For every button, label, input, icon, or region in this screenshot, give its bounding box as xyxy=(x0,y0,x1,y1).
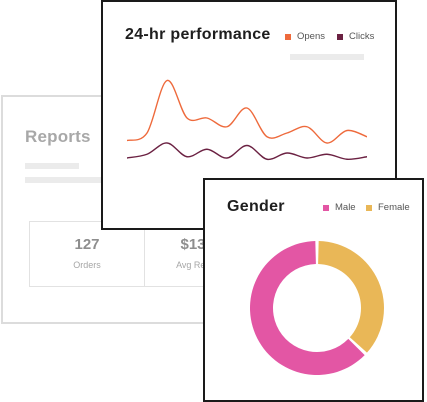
legend-opens: Opens xyxy=(285,31,325,42)
donut-slice-male xyxy=(250,241,365,375)
placeholder-line xyxy=(25,163,79,169)
legend-clicks: Clicks xyxy=(337,31,374,42)
series-line-clicks xyxy=(127,142,367,161)
legend-clicks-label: Clicks xyxy=(349,31,375,42)
legend-male-label: Male xyxy=(335,202,356,213)
stat-orders: 127 Orders xyxy=(30,236,144,270)
reports-title: Reports xyxy=(25,127,91,146)
placeholder-line xyxy=(290,54,364,60)
legend-female-label: Female xyxy=(378,202,410,213)
performance-title: 24-hr performance xyxy=(125,26,271,43)
gender-donut-chart xyxy=(250,241,384,375)
donut-slice-female xyxy=(318,241,384,353)
legend-opens-label: Opens xyxy=(297,31,325,42)
series-line-opens xyxy=(127,79,367,144)
legend-female-swatch xyxy=(366,204,372,211)
legend-male-swatch xyxy=(323,204,329,211)
gender-title: Gender xyxy=(227,198,285,215)
legend-male: Male xyxy=(323,202,356,213)
stat-orders-value: 127 xyxy=(74,236,100,253)
legend-female: Female xyxy=(366,202,410,213)
stat-avg-rev: $13 Avg Rev xyxy=(136,236,250,270)
legend-opens-swatch xyxy=(285,33,291,40)
gender-card: Gender Male Female xyxy=(203,178,424,402)
stat-divider xyxy=(144,222,145,286)
stat-avg-rev-value: $13 xyxy=(180,236,206,253)
stats-box: 127 Orders $13 Avg Rev xyxy=(29,221,229,287)
performance-line-chart xyxy=(127,79,367,161)
stat-orders-label: Orders xyxy=(73,260,101,270)
placeholder-line xyxy=(25,177,115,183)
stat-avg-rev-label: Avg Rev xyxy=(176,260,210,270)
legend-clicks-swatch xyxy=(337,33,343,40)
